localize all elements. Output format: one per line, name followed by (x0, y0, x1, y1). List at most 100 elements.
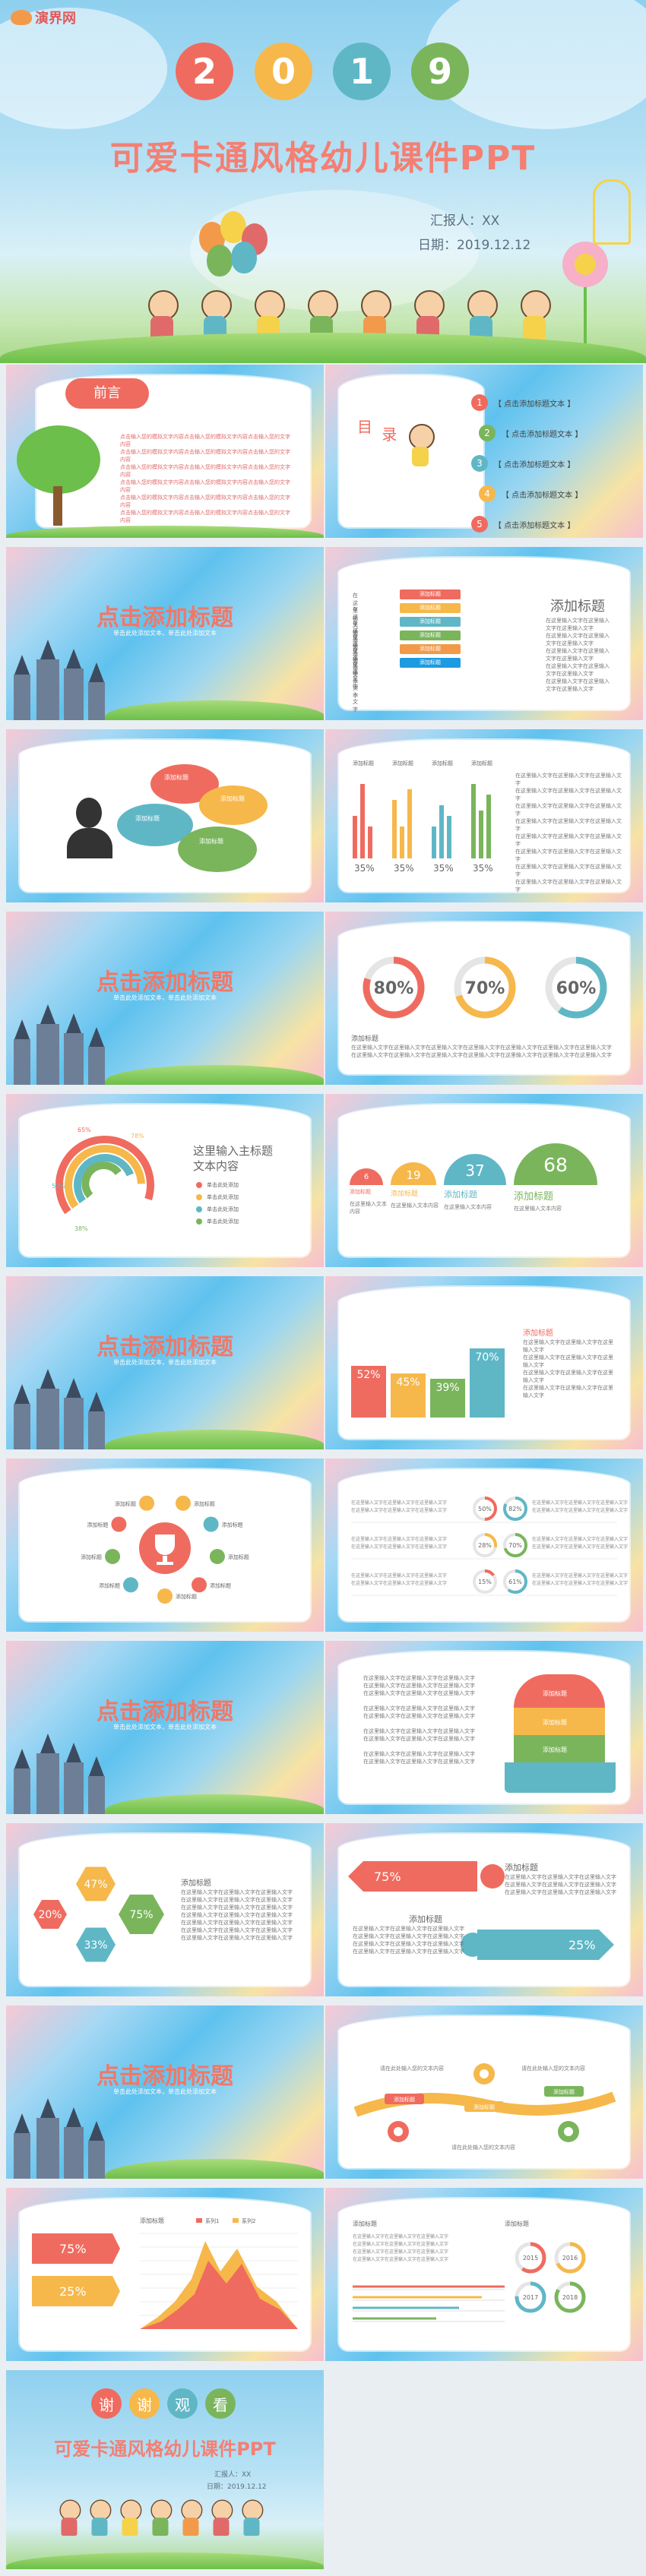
bar-pct-slide[interactable]: 52% 45% 39% 70% 添加标题 在这里输入文字在这里输入文字在这里输入文字 … (325, 1276, 643, 1449)
arc-chart: 65% 78% 55% 38% (52, 1127, 154, 1232)
lines-rings-slide[interactable]: 添加标题 添加标题 在这里输入文字在这里输入文字在这里输入文字 在这里输入文字在这里输… (325, 2188, 643, 2361)
cover-slide[interactable]: 演界网 2 0 1 9 可爱卡通风格幼儿课件PPT 汇报人：XX 日期：2019… (0, 0, 646, 363)
area-chart-slide[interactable]: 75% 25% 添加标题 系列1 系列2 (6, 2188, 324, 2361)
ring-arc (503, 1569, 527, 1594)
rings-list-slide[interactable]: 50% 82% 28% 70% 15% 61% 在这里输入文字在这里输入文字在这里输入文字在… (325, 1459, 643, 1632)
ring-arc (503, 1533, 527, 1557)
flow-tag (544, 2086, 584, 2097)
bubble-green (178, 827, 257, 872)
flow-tag (385, 2094, 424, 2104)
arcs-slide[interactable]: 65% 78% 55% 38% 这里输入主标题 文本内容 单击此处添加 单击此处添加 单击… (6, 1094, 324, 1267)
section-title: 点击添加标题 (97, 1334, 233, 1361)
bubbles-slide[interactable]: 添加标题 添加标题 添加标题 添加标题 (6, 729, 324, 902)
toc-item-label: 【 点击添加标题文本 】 (494, 521, 575, 530)
arc-ring (81, 1162, 122, 1199)
bar-group-percent: 35% (354, 863, 375, 874)
toc-slide[interactable]: 目 录 1 【 点击添加标题文本 】 2 【 点击添加标题文本 】 3 【 点击添加标题文… (325, 365, 643, 538)
ring-value: 15% (478, 1579, 492, 1585)
lines-body: 在这里输入文字在这里输入文字在这里输入文字 (353, 2241, 448, 2247)
section-slide[interactable]: 点击添加标题 单击此处添加文本，单击此处添加文本 (6, 2005, 324, 2179)
orbit-icon (105, 1548, 121, 1564)
bar-pct-body: 在这里输入文字在这里输入文字在这里输入文字 在这里输入文字在这里输入文字在这里输… (523, 1339, 613, 1399)
toc-label: 目 录 (357, 418, 397, 444)
head-profile-body: 在这里输入文字在这里输入文字在这里输入文字 在这里输入文字在这里输入文字在这里输… (363, 1675, 475, 1765)
thanks-char-circle: 谢 (129, 2388, 160, 2419)
bar-groups-slide[interactable]: 添加标题 35% 添加标题 35% 添加标题 35% 添加标题 35% 在这里输入文字在这里输… (325, 729, 643, 902)
castle-illustration (6, 637, 120, 720)
thanks-char-circle: 观 (167, 2388, 198, 2419)
hexes-slide[interactable]: 47% 20% 75% 33% 添加标题 在这里输入文字在这里输入文字在这里输入文字 … (6, 1823, 324, 1996)
year-digit-circle: 0 (255, 43, 312, 100)
ring-body-left: 在这里输入文字在这里输入文字在这里输入文字 (351, 1572, 447, 1579)
ending-date: 日期：2019.12.12 (207, 2483, 267, 2491)
section-slide[interactable]: 点击添加标题 单击此处添加文本，单击此处添加文本 (6, 547, 324, 720)
ring-value: 50% (478, 1506, 492, 1512)
pill-tag: 添加标题 (400, 589, 461, 599)
list-pills-slide[interactable]: 添加标题 在这里输入文字 添加标题 在这里输入文字 添加标题 在这里输入文字 添加标题 在这… (325, 547, 643, 720)
legend-label: 系列1 (205, 2217, 219, 2224)
orbit-label: 添加标题 (87, 1522, 108, 1528)
flow-node-icon (394, 2127, 403, 2136)
arrows-slide[interactable]: 75% 25% 添加标题 在这里输入文字在这里输入文字在这里输入文字 在这里输入文… (325, 1823, 643, 1996)
ending-slide[interactable]: 谢谢观看 可爱卡通风格幼儿课件PPT 汇报人：XX 日期：2019.12.12 (6, 2370, 324, 2569)
lines-body: 在这里输入文字在这里输入文字在这里输入文字 (353, 2249, 448, 2255)
toc-item[interactable]: 4 【 点击添加标题文本 】 (471, 479, 631, 509)
toc-item[interactable]: 5 【 点击添加标题文本 】 (471, 509, 631, 538)
bar-group-percent: 35% (394, 863, 414, 874)
legend-dot (196, 1206, 202, 1212)
steps-slide[interactable]: 6 添加标题 在这里输入文本内容 19 添加标题 在这里输入文本内容 37 添加标题 在这里输入… (325, 1094, 643, 1267)
ring-body-left: 在这里输入文字在这里输入文字在这里输入文字 (351, 1580, 447, 1586)
area-series-1 (140, 2261, 298, 2329)
bar (368, 827, 372, 858)
arc-ring (74, 1154, 134, 1204)
right-arrow-value: 25% (568, 1938, 596, 1952)
year-digit-circle: 9 (411, 43, 469, 100)
step-value: 6 (363, 1172, 369, 1181)
flow-tag-label: 添加标题 (553, 2088, 575, 2095)
toc-item[interactable]: 1 【 点击添加标题文本 】 (471, 387, 631, 418)
section-slide[interactable]: 点击添加标题 单击此处添加文本，单击此处添加文本 (6, 912, 324, 1085)
right-arrow (477, 1930, 614, 1960)
arc-ring (65, 1145, 145, 1209)
flow-slide[interactable]: 添加标题 添加标题 添加标题 请在此处输入您的文本内容 请在此处输入您的文本内容 请… (325, 2005, 643, 2179)
area-label: 添加标题 (140, 2217, 164, 2224)
pill-tag: 添加标题 (400, 617, 461, 627)
preface-text-block: 点击输入您的模拟文字内容点击输入您的模拟文字内容点击输入您的文字内容 点击输入您… (120, 434, 290, 523)
section-subtitle: 单击此处添加文本，单击此处添加文本 (113, 994, 217, 1001)
arrows-body-bottom: 在这里输入文字在这里输入文字在这里输入文字 在这里输入文字在这里输入文字在这里输… (353, 1926, 464, 1955)
bar (486, 795, 491, 858)
head-profile-slide[interactable]: 添加标题 添加标题 添加标题 在这里输入文字在这里输入文字在这里输入文字 在这里… (325, 1641, 643, 1814)
ring-body-left: 在这里输入文字在这里输入文字在这里输入文字 (351, 1536, 447, 1542)
preface-slide[interactable]: 前言 点击输入您的模拟文字内容点击输入您的模拟文字内容点击输入您的文字内容 点击… (6, 365, 324, 538)
trophy-slide[interactable]: 添加标题 添加标题 添加标题 添加标题 添加标题 添加标题 添加标题 添加标题 添加标题 (6, 1459, 324, 1632)
donut-arc (545, 956, 607, 1019)
donuts-slide[interactable]: 80% 70% 60% 添加标题 在这里输入文字在这里输入文字在这里输入文字在这里输… (325, 912, 643, 1085)
toc-item-label: 【 点击添加标题文本 】 (494, 460, 575, 469)
flow-tag-label: 添加标题 (473, 2103, 495, 2110)
flow-tag (464, 2101, 504, 2112)
orbit-icon (203, 1516, 219, 1532)
lines-body: 在这里输入文字在这里输入文字在这里输入文字 (353, 2256, 448, 2262)
orbit-label: 添加标题 (228, 1554, 249, 1560)
orbit-icon (157, 1588, 173, 1604)
bar-group-label: 添加标题 (392, 760, 413, 766)
orbit-label: 添加标题 (210, 1582, 231, 1588)
step-value: 68 (543, 1153, 568, 1176)
hexagon (33, 1899, 67, 1930)
section-slide[interactable]: 点击添加标题 单击此处添加文本，单击此处添加文本 (6, 1641, 324, 1814)
list-body: 在这里输入文字在这里输入文字在这里输入文字 在这里输入文字在这里输入文字在这里输… (546, 618, 610, 692)
toc-item[interactable]: 3 【 点击添加标题文本 】 (471, 448, 631, 479)
ring-body-right: 在这里输入文字在这里输入文字在这里输入文字 (532, 1544, 628, 1550)
brand-logo: 演界网 (11, 8, 76, 27)
toc-item[interactable]: 2 【 点击添加标题文本 】 (471, 418, 631, 448)
pill-tag: 添加标题 (400, 631, 461, 640)
section-slide[interactable]: 点击添加标题 单击此处添加文本，单击此处添加文本 (6, 1276, 324, 1449)
year-ring-value: 2018 (562, 2294, 578, 2301)
left-arrow-value: 75% (374, 1870, 401, 1884)
orbit-icon (111, 1516, 127, 1532)
rings-list-diagram: 50% 82%28% 70%15% 61%在这里输入文字在这里输入文字在这里输入文字在… (351, 1497, 628, 1596)
legend-label: 单击此处添加 (207, 1194, 239, 1200)
bottom-banner-value: 25% (59, 2284, 87, 2299)
ring-arc (473, 1569, 497, 1594)
section-subtitle: 单击此处添加文本，单击此处添加文本 (113, 1359, 217, 1366)
